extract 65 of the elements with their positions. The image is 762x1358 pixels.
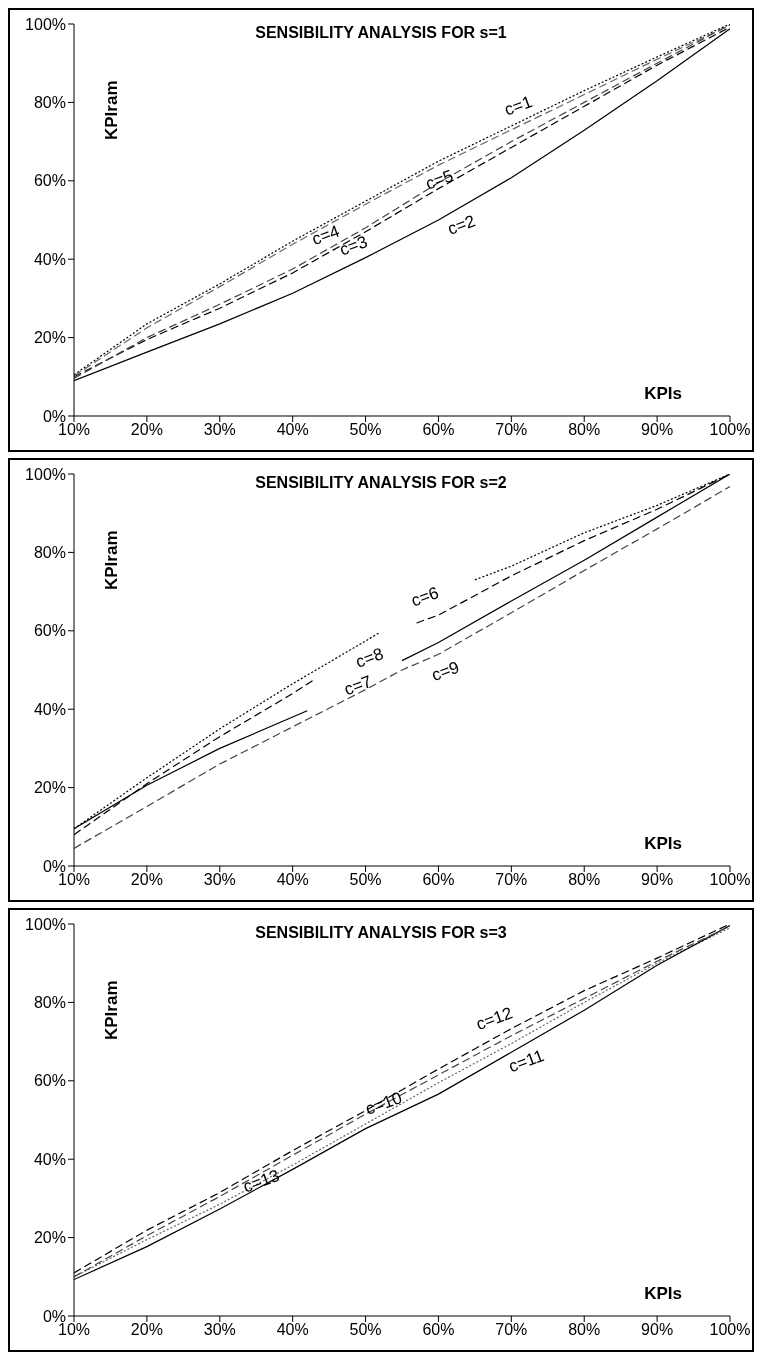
y-axis-title: KPIram [102,80,122,140]
y-tick-label: 20% [33,329,66,347]
x-tick-label: 20% [130,1321,163,1339]
annotation: c=2 [445,211,478,239]
x-tick-label: 60% [422,1321,455,1339]
x-tick-label: 20% [130,421,163,439]
y-tick-label: 60% [33,1072,66,1090]
x-tick-label: 100% [709,1321,751,1339]
x-axis-title: KPIs [644,834,682,854]
x-tick-label: 90% [641,871,674,889]
x-axis-title: KPIs [644,384,682,404]
y-tick-label: 40% [33,700,66,718]
annotation: c=1 [501,92,535,120]
x-tick-label: 90% [641,1321,674,1339]
x-tick-label: 70% [495,871,528,889]
annotation: c=6 [408,583,442,611]
x-tick-label: 10% [57,1321,91,1339]
x-tick-label: 40% [276,1321,309,1339]
x-tick-label: 50% [349,871,382,889]
x-tick-label: 30% [203,421,236,439]
y-tick-label: 60% [33,172,66,190]
annotation: c=9 [429,657,462,686]
annotation: c=5 [423,166,456,194]
y-tick-label: 80% [33,994,66,1012]
y-tick-label: 80% [33,544,66,562]
annotation: c=8 [353,644,386,672]
chart-title: SENSIBILITY ANALYSIS FOR s=2 [255,474,507,491]
x-tick-label: 80% [568,1321,601,1339]
chart-title: SENSIBILITY ANALYSIS FOR s=1 [255,24,507,41]
y-tick-label: 100% [25,15,66,33]
x-tick-label: 10% [57,871,91,889]
x-tick-label: 90% [641,421,674,439]
y-tick-label: 100% [25,465,66,483]
y-tick-label: 40% [33,250,66,268]
x-tick-label: 100% [709,421,751,439]
x-tick-label: 70% [495,421,528,439]
x-tick-label: 80% [568,421,601,439]
annotation: c=10 [362,1088,405,1119]
x-tick-label: 40% [276,421,309,439]
y-tick-label: 20% [33,1229,66,1247]
x-tick-label: 10% [57,421,91,439]
x-tick-label: 100% [709,871,751,889]
x-tick-label: 60% [422,421,455,439]
annotation: c=13 [240,1165,283,1197]
y-axis-title: KPIram [102,980,122,1040]
y-tick-label: 100% [25,915,66,933]
annotation: c=12 [473,1003,516,1034]
y-axis-title: KPIram [102,530,122,590]
y-tick-label: 40% [33,1150,66,1168]
annotation: c=7 [341,671,375,700]
x-tick-label: 70% [495,1321,528,1339]
y-tick-label: 20% [33,779,66,797]
annotation: c=11 [506,1046,547,1077]
x-axis-title: KPIs [644,1284,682,1304]
x-tick-label: 80% [568,871,601,889]
x-tick-label: 20% [130,871,163,889]
x-tick-label: 30% [203,871,236,889]
chart-title: SENSIBILITY ANALYSIS FOR s=3 [255,924,507,941]
x-tick-label: 50% [349,1321,382,1339]
x-tick-label: 40% [276,871,309,889]
x-tick-label: 30% [203,1321,236,1339]
x-tick-label: 60% [422,871,455,889]
y-tick-label: 80% [33,94,66,112]
x-tick-label: 50% [349,421,382,439]
y-tick-label: 60% [33,622,66,640]
